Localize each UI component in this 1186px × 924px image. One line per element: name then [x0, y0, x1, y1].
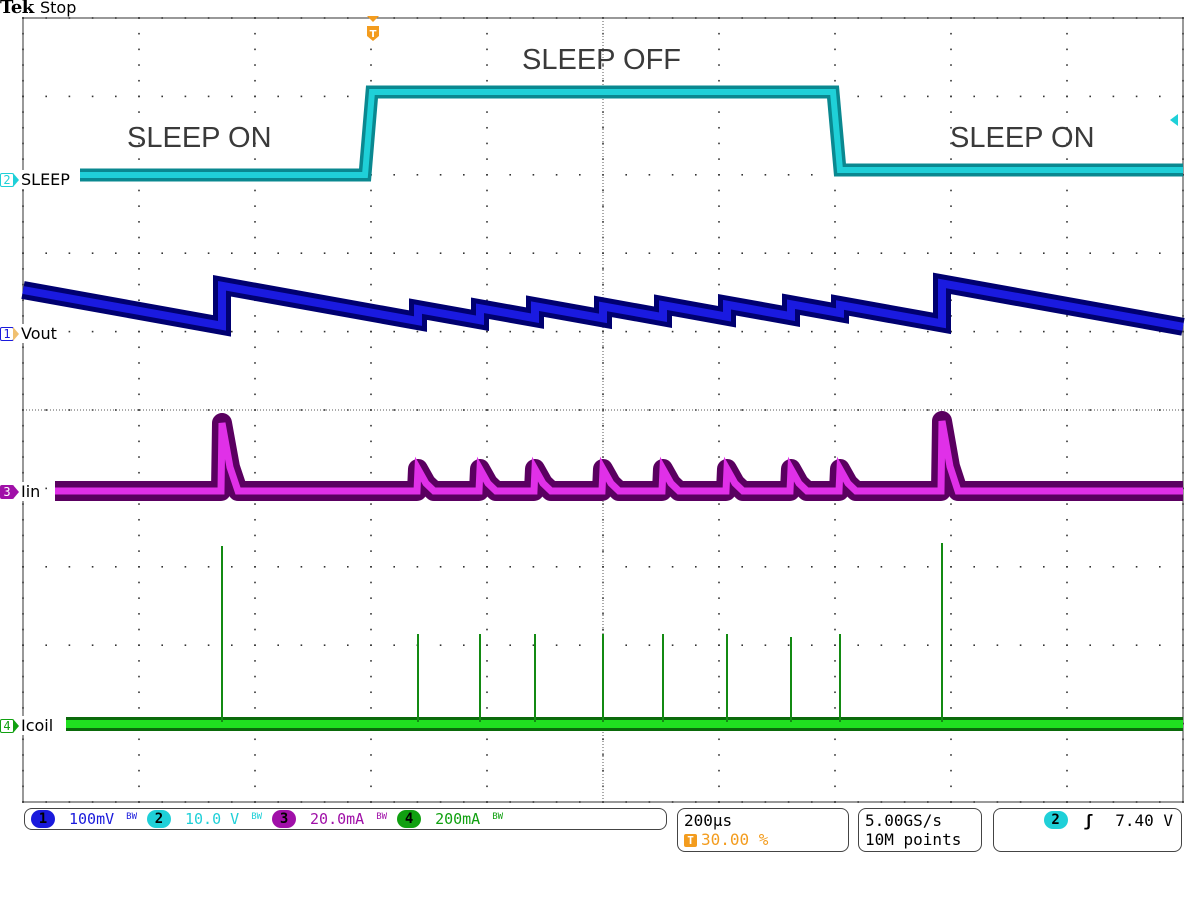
ch2-arrow-icon — [13, 172, 19, 187]
trigger-position-icon: T — [684, 834, 697, 847]
ch3-iin-trace — [55, 411, 1183, 501]
ch4-marker[interactable]: 4 Icoil — [0, 716, 55, 735]
annotation-sleep-off: SLEEP OFF — [522, 44, 682, 76]
ch1-number-tag: 1 — [0, 326, 14, 341]
timebase-panel[interactable]: 200µs T 30.00 % — [677, 808, 849, 852]
trigger-panel[interactable]: 2 ʃ 7.40 V — [993, 808, 1182, 852]
trigger-source-badge: 2 — [1043, 811, 1068, 829]
ch3-label: Iin — [20, 482, 42, 501]
ch4-arrow-icon — [13, 718, 19, 733]
trigger-level: 7.40 V — [1115, 811, 1173, 830]
svg-text:T: T — [370, 29, 377, 40]
ch2-marker[interactable]: 2 SLEEP — [0, 170, 71, 189]
trigger-position-value: 30.00 % — [701, 830, 769, 849]
annotation-sleep-on-left: SLEEP ON — [127, 122, 272, 154]
ch3-number-tag: 3 — [0, 484, 14, 499]
ch1-vout-trace — [21, 272, 1185, 337]
ch4-bw-limit-icon: BW — [492, 812, 504, 822]
ch3-marker[interactable]: 3 Iin — [0, 482, 42, 501]
brand-logo: Tek — [0, 0, 34, 18]
ch1-label: Vout — [20, 324, 58, 343]
ch2-scale[interactable]: 10.0 V — [185, 810, 240, 828]
ch1-scale[interactable]: 100mV — [69, 810, 115, 828]
channel-scale-bar: 1 100mV BW 2 10.0 V BW 3 20.0mA BW 4 200… — [24, 808, 667, 830]
ch1-bw-limit-icon: BW — [126, 812, 137, 822]
annotation-sleep-on-right: SLEEP ON — [950, 122, 1095, 154]
ch4-scale[interactable]: 200mA — [435, 810, 481, 828]
record-length: 10M points — [865, 830, 962, 849]
ch2-badge[interactable]: 2 — [147, 810, 171, 828]
ch4-number-tag: 4 — [0, 718, 14, 733]
sample-rate: 5.00GS/s — [865, 811, 943, 830]
trigger-position-marker-icon[interactable]: T — [366, 16, 380, 46]
ch3-arrow-icon — [13, 484, 19, 499]
trigger-level-arrow-icon — [1170, 114, 1178, 126]
rising-edge-icon: ʃ — [1083, 811, 1094, 830]
ch3-bw-limit-icon: BW — [376, 812, 388, 822]
acquisition-status: Stop — [40, 0, 77, 17]
ch4-badge[interactable]: 4 — [397, 810, 422, 828]
horizontal-scale: 200µs — [684, 811, 733, 830]
ch4-label: Icoil — [20, 716, 55, 735]
ch2-bw-limit-icon: BW — [251, 812, 263, 822]
ch3-scale[interactable]: 20.0mA — [310, 810, 365, 828]
ch1-badge[interactable]: 1 — [31, 810, 55, 828]
ch3-badge[interactable]: 3 — [272, 810, 297, 828]
ch4-icoil-trace — [66, 543, 1183, 731]
acquisition-panel[interactable]: 5.00GS/s 10M points — [858, 808, 982, 852]
ch2-label: SLEEP — [20, 170, 71, 189]
ch1-marker[interactable]: 1 Vout — [0, 324, 58, 343]
ch2-sleep-trace — [80, 85, 1183, 182]
ch2-number-tag: 2 — [0, 172, 14, 187]
ch1-arrow-icon — [13, 326, 19, 341]
